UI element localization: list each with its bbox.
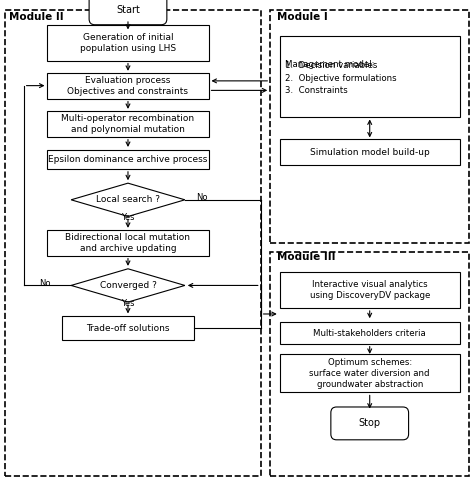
FancyBboxPatch shape (47, 111, 209, 137)
Text: Yes: Yes (121, 299, 135, 308)
FancyBboxPatch shape (89, 0, 167, 24)
Text: Converged ?: Converged ? (100, 281, 156, 290)
Text: Module II: Module II (9, 12, 64, 22)
FancyBboxPatch shape (270, 252, 469, 476)
FancyBboxPatch shape (47, 73, 209, 98)
Text: Trade-off solutions: Trade-off solutions (86, 324, 170, 333)
Text: Optimum schemes:
surface water diversion and
groundwater abstraction: Optimum schemes: surface water diversion… (310, 358, 430, 389)
Text: 1.  Decision variables
2.  Objective formulations
3.  Constraints: 1. Decision variables 2. Objective formu… (285, 62, 397, 96)
Text: Local search ?: Local search ? (96, 196, 160, 204)
FancyBboxPatch shape (47, 25, 209, 61)
Text: Epsilon dominance archive process: Epsilon dominance archive process (48, 155, 208, 164)
Text: Evaluation process
Objectives and constraints: Evaluation process Objectives and constr… (67, 75, 189, 96)
Text: Module III: Module III (277, 252, 336, 262)
Text: Multi-operator recombination
and polynomial mutation: Multi-operator recombination and polynom… (62, 114, 194, 134)
Text: Start: Start (116, 4, 140, 15)
Text: Stop: Stop (359, 418, 381, 428)
Text: Generation of initial
population using LHS: Generation of initial population using L… (80, 33, 176, 53)
FancyBboxPatch shape (62, 317, 194, 340)
Text: Interactive visual analytics
using DiscoveryDV package: Interactive visual analytics using Disco… (310, 280, 430, 300)
Text: Module I: Module I (277, 12, 328, 22)
Text: Simulation model build-up: Simulation model build-up (310, 147, 429, 157)
FancyBboxPatch shape (280, 139, 460, 165)
Text: No: No (39, 278, 51, 288)
Text: Bidirectional local mutation
and archive updating: Bidirectional local mutation and archive… (65, 233, 191, 253)
Text: Multi-stakeholders criteria: Multi-stakeholders criteria (313, 328, 426, 338)
FancyBboxPatch shape (280, 36, 460, 117)
FancyBboxPatch shape (47, 150, 209, 169)
FancyBboxPatch shape (331, 407, 409, 440)
Polygon shape (71, 183, 185, 217)
Polygon shape (71, 269, 185, 302)
FancyBboxPatch shape (5, 9, 261, 476)
Text: No: No (196, 193, 207, 202)
Text: Management model:: Management model: (285, 60, 375, 69)
Text: Yes: Yes (121, 213, 135, 222)
FancyBboxPatch shape (280, 322, 460, 343)
FancyBboxPatch shape (47, 229, 209, 256)
FancyBboxPatch shape (270, 9, 469, 243)
FancyBboxPatch shape (280, 272, 460, 308)
FancyBboxPatch shape (280, 354, 460, 392)
